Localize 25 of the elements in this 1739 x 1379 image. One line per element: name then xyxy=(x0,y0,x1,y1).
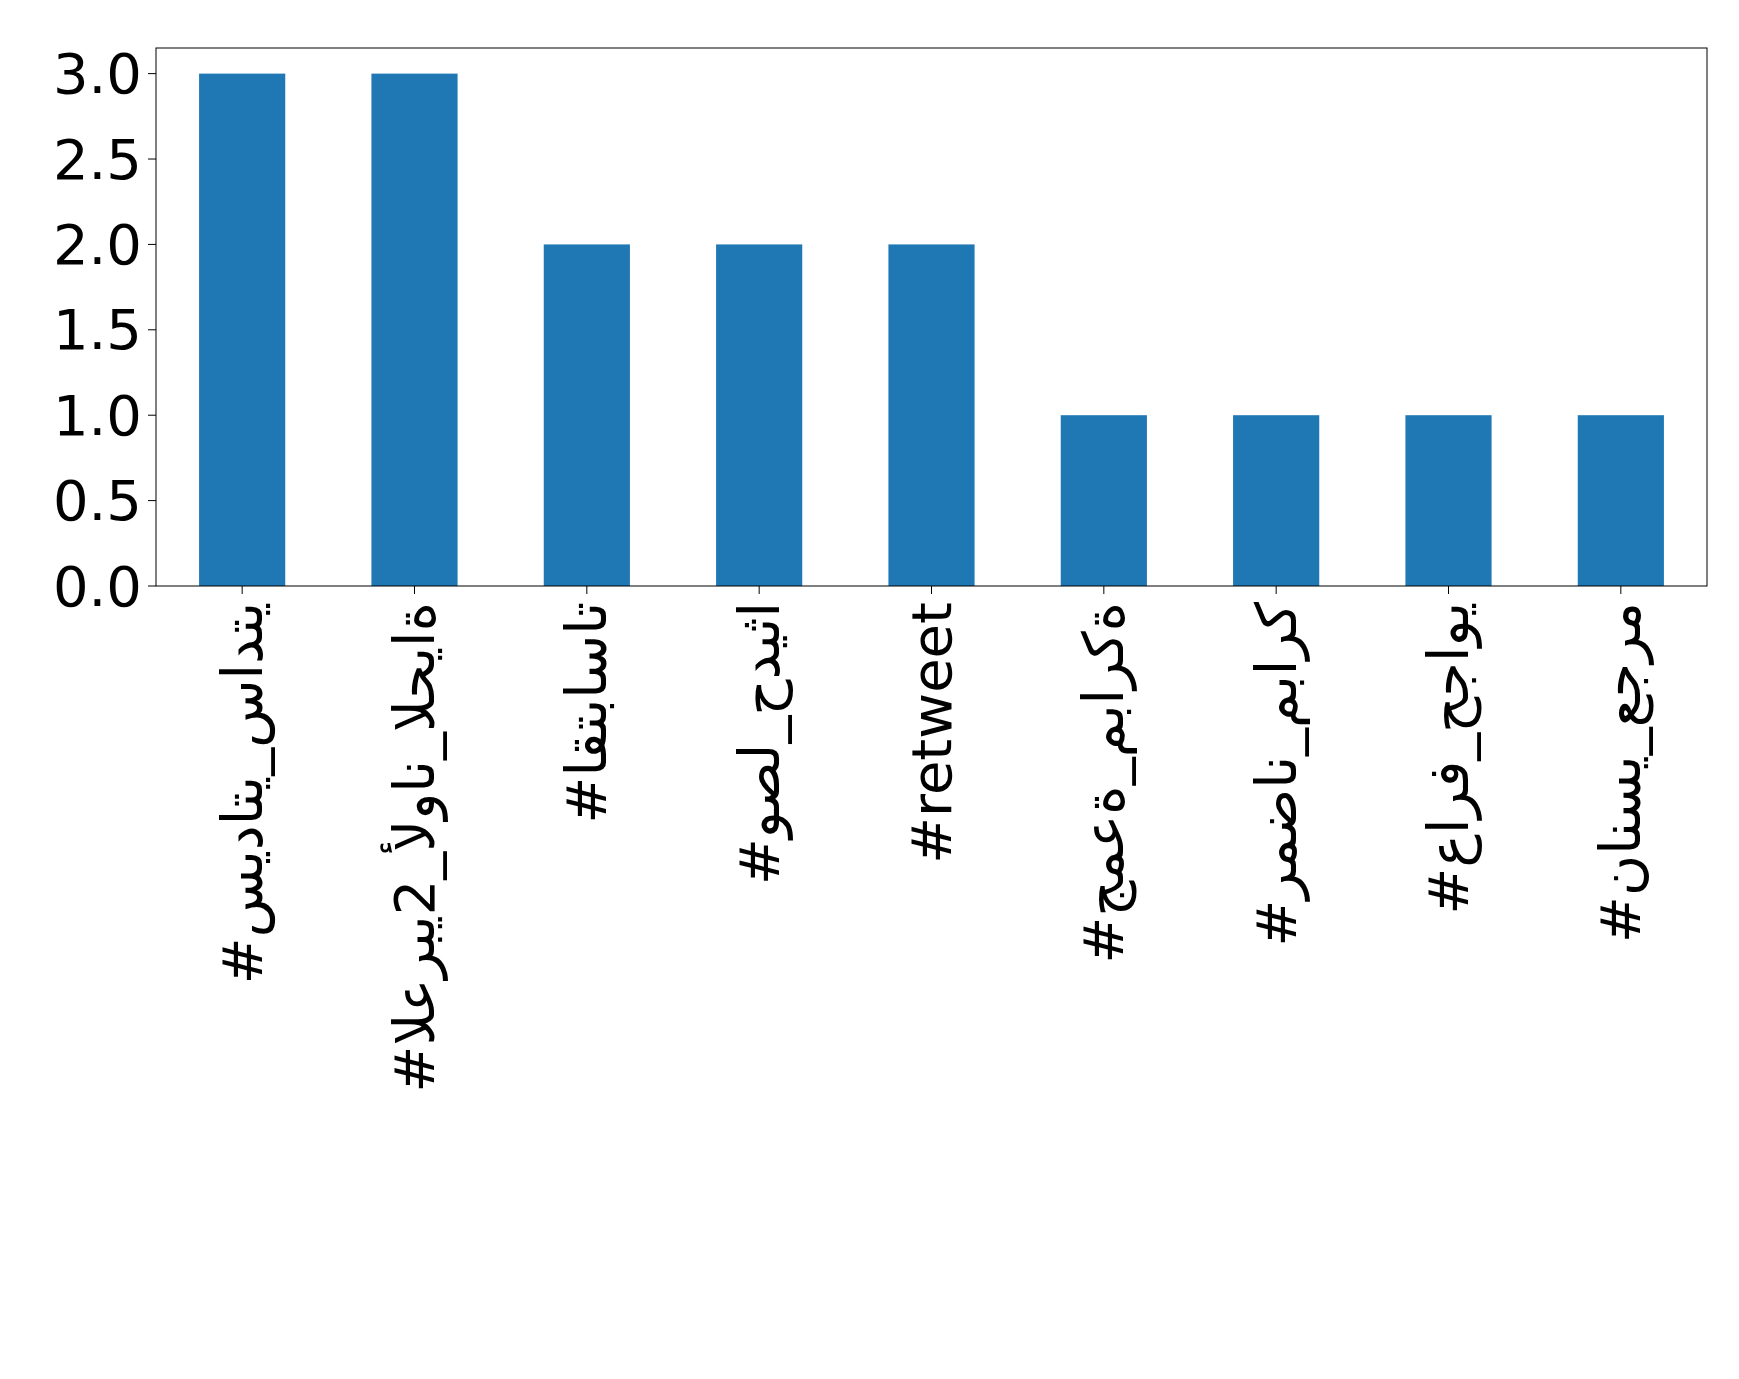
x-tick-label: #العربي2_ألوان_الحياة xyxy=(380,602,448,1093)
bar xyxy=(371,73,458,586)
x-tick-label: #retweet xyxy=(899,602,964,864)
x-tick-label: #وصل_حديثا xyxy=(726,602,793,886)
bar xyxy=(543,244,630,586)
x-tick-label: #جمعة_مباركة xyxy=(1071,602,1138,964)
x-tick-label: #اقتباسات xyxy=(554,602,620,824)
bar xyxy=(1060,415,1147,586)
bar xyxy=(888,244,975,586)
y-tick-label: 1.0 xyxy=(52,382,142,448)
y-tick-label: 0.5 xyxy=(52,468,142,534)
y-tick-label: 1.5 xyxy=(52,297,142,363)
bar xyxy=(1577,415,1664,586)
y-tick-label: 2.0 xyxy=(52,211,142,277)
y-tick-label: 2.5 xyxy=(52,126,142,192)
y-tick-label: 0.0 xyxy=(52,553,142,619)
bar xyxy=(199,73,286,586)
x-tick-label: #رمضان_مبارك xyxy=(1243,601,1310,947)
x-tick-label: #عارف_حجاوي xyxy=(1416,602,1482,915)
bar xyxy=(1405,415,1492,586)
bar xyxy=(1233,415,1320,586)
x-tick-label: #نانسي_عجرم xyxy=(1588,602,1655,943)
bar xyxy=(716,244,803,586)
y-tick-label: 3.0 xyxy=(52,41,142,107)
x-tick-label: #سيداتي_سادتي xyxy=(209,602,276,985)
